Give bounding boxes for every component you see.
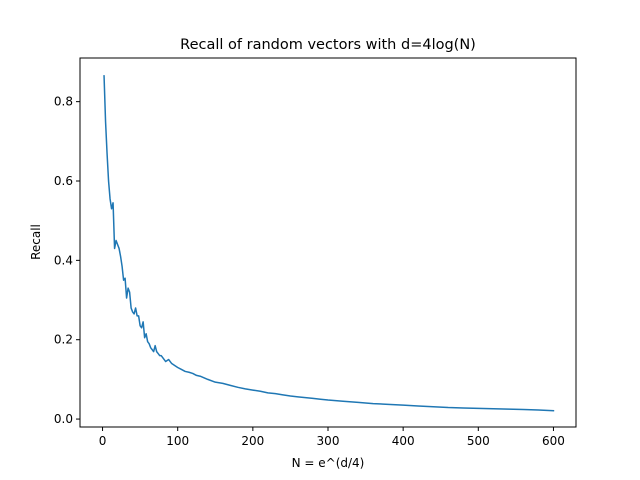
y-tick-label: 0.6 bbox=[54, 174, 73, 188]
y-tick-label: 0.8 bbox=[54, 95, 73, 109]
x-tick-label: 500 bbox=[467, 434, 490, 448]
x-tick-label: 200 bbox=[241, 434, 264, 448]
chart-title: Recall of random vectors with d=4log(N) bbox=[180, 37, 476, 53]
y-axis-label: Recall bbox=[29, 224, 43, 260]
y-tick-label: 0.2 bbox=[54, 333, 73, 347]
x-tick-label: 100 bbox=[166, 434, 189, 448]
recall-series-line bbox=[103, 75, 555, 412]
x-tick-label: 0 bbox=[99, 434, 107, 448]
x-tick-label: 600 bbox=[542, 434, 565, 448]
x-tick-label: 400 bbox=[392, 434, 415, 448]
x-tick-label: 300 bbox=[317, 434, 340, 448]
y-tick-label: 0.4 bbox=[54, 253, 73, 267]
x-axis-label: N = e^(d/4) bbox=[292, 456, 365, 470]
plot-area bbox=[103, 75, 555, 412]
y-tick-label: 0.0 bbox=[54, 412, 73, 426]
